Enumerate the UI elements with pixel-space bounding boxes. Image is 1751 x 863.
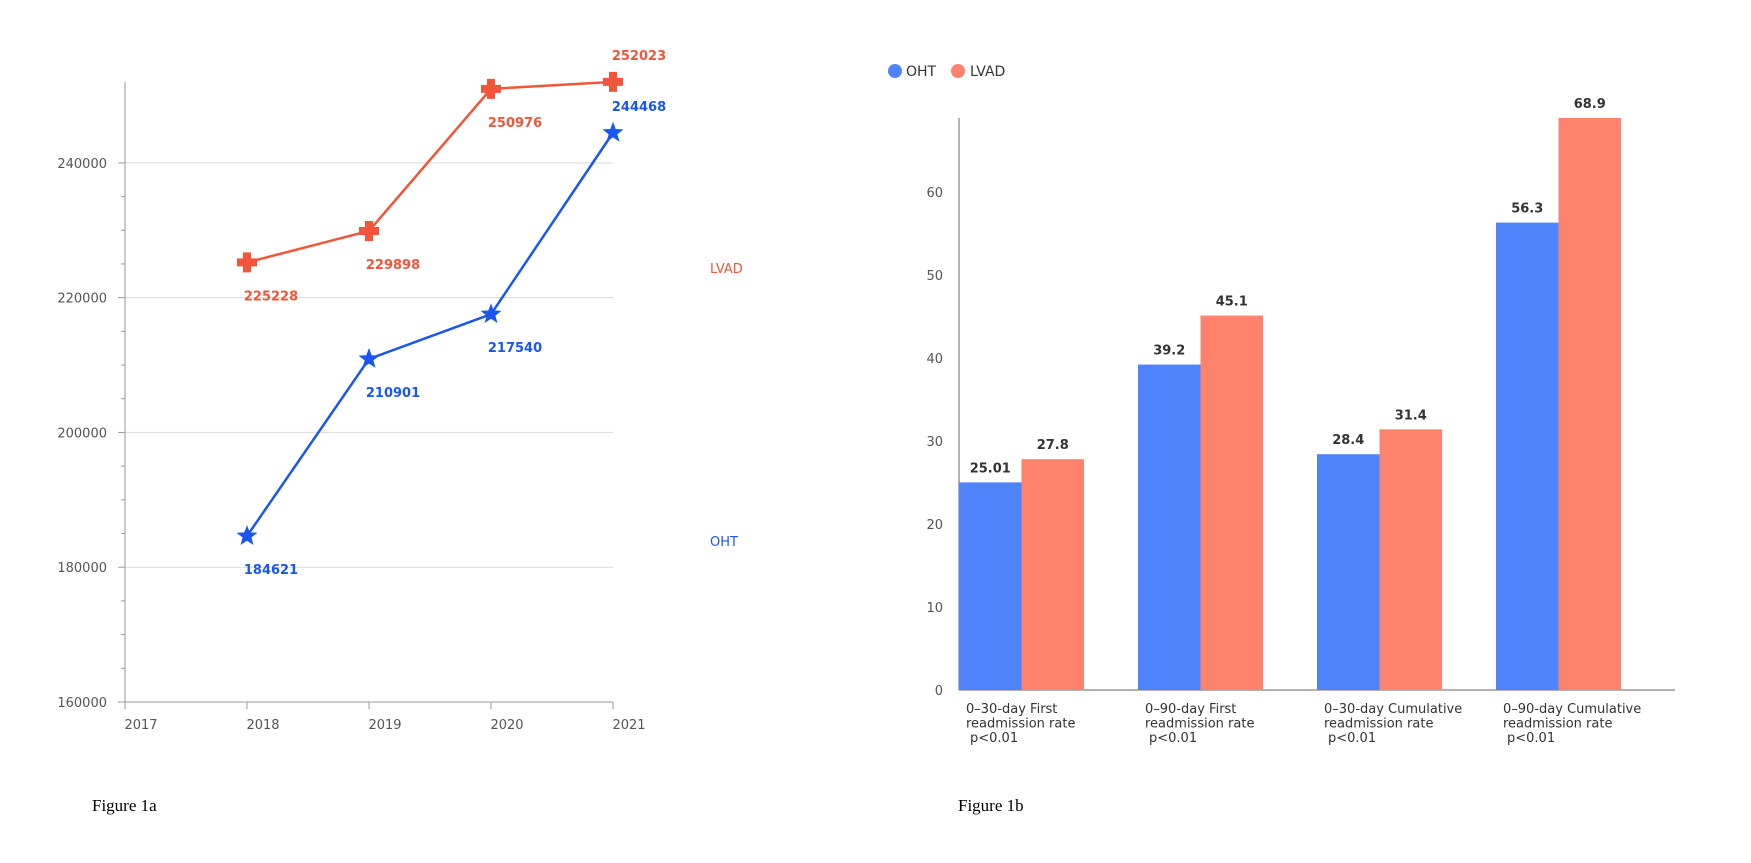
data-label-oht: 244468 (612, 100, 666, 115)
data-label-oht: 210901 (366, 386, 420, 401)
data-point-oht (480, 303, 502, 324)
y-axis-ticks: 0 10 20 30 40 50 60 (926, 186, 943, 699)
legend-label-oht: OHT (906, 64, 937, 80)
x-tick-label: 2017 (124, 718, 157, 733)
x-tick-label: 2021 (612, 718, 645, 733)
category-label: p<0.01 (1507, 731, 1555, 746)
y-tick-label: 240000 (57, 157, 107, 172)
y-tick-label: 10 (926, 601, 943, 616)
x-tick-label: 2020 (490, 718, 523, 733)
bar-lvad (1379, 429, 1442, 690)
bar-value-label: 68.9 (1574, 97, 1606, 112)
category-label: readmission rate (1324, 717, 1433, 732)
category-label: readmission rate (1503, 717, 1612, 732)
data-label-lvad: 252023 (612, 49, 666, 64)
bar-value-label: 56.3 (1511, 202, 1543, 217)
data-point-oht (236, 525, 258, 545)
data-label-lvad: 225228 (244, 289, 298, 304)
y-axis-ticks: 160000 180000 200000 220000 240000 (57, 157, 125, 711)
category-label: 0–30-day Cumulative (1324, 702, 1462, 717)
bar-value-label: 45.1 (1216, 295, 1248, 310)
bar-chart: OHT LVAD 0 10 20 30 40 50 60 25.01 39.2 28.4 56.3… (888, 64, 1675, 746)
bar-lvad (1200, 315, 1263, 690)
y-tick-label: 60 (926, 186, 943, 201)
bars-group: 25.01 39.2 28.4 56.3 27.8 45.1 31.4 68.9 (959, 97, 1621, 691)
data-point-lvad (359, 220, 379, 241)
y-tick-label: 30 (926, 435, 943, 450)
data-label-oht: 184621 (244, 563, 298, 578)
category-label: 0–30-day First (966, 702, 1057, 717)
data-point-lvad (481, 78, 501, 99)
bar-lvad (1558, 118, 1621, 690)
data-label-lvad: 250976 (488, 116, 542, 131)
data-label-lvad: 229898 (366, 258, 420, 273)
series-label-lvad: LVAD (710, 262, 743, 277)
bar-oht (959, 482, 1022, 690)
bar-oht (1496, 222, 1559, 691)
category-label: p<0.01 (1328, 731, 1376, 746)
series-line-lvad (246, 80, 614, 264)
series-group: 225228 229898 250976 252023 184621 210901 2175… (236, 49, 666, 578)
category-label: 0–90-day Cumulative (1503, 702, 1641, 717)
y-tick-label: 20 (926, 518, 943, 533)
y-tick-label: 180000 (57, 561, 107, 576)
x-axis-ticks: 2017 2018 2019 2020 2021 (124, 702, 646, 733)
x-tick-label: 2018 (246, 718, 279, 733)
bar-value-label: 27.8 (1037, 438, 1069, 453)
bar-value-label: 28.4 (1332, 433, 1364, 448)
y-tick-label: 50 (926, 269, 943, 284)
data-label-oht: 217540 (488, 341, 542, 356)
y-tick-label: 200000 (57, 426, 107, 441)
legend: OHT LVAD (888, 64, 1005, 80)
legend-label-lvad: LVAD (970, 64, 1005, 80)
bar-oht (1317, 454, 1380, 690)
figure-1a-caption: Figure 1a (92, 796, 157, 815)
grid-lines (125, 162, 613, 568)
data-point-lvad (603, 71, 623, 92)
category-label: 0–90-day First (1145, 702, 1236, 717)
series-line-oht (245, 132, 615, 537)
data-point-lvad (237, 252, 257, 273)
y-tick-label: 160000 (57, 696, 107, 711)
category-label: readmission rate (1145, 717, 1254, 732)
y-tick-label: 220000 (57, 292, 107, 307)
category-label: p<0.01 (1149, 731, 1197, 746)
series-label-oht: OHT (710, 535, 738, 550)
bar-value-label: 31.4 (1395, 408, 1427, 423)
category-label: p<0.01 (970, 731, 1018, 746)
bar-lvad (1021, 459, 1084, 690)
bar-oht (1138, 364, 1201, 690)
data-point-oht (602, 121, 624, 142)
bar-value-label: 25.01 (970, 461, 1011, 476)
legend-swatch-lvad (951, 64, 965, 78)
category-label: readmission rate (966, 717, 1075, 732)
y-tick-label: 0 (935, 684, 943, 699)
figure-1b-caption: Figure 1b (958, 796, 1024, 815)
x-tick-label: 2019 (368, 718, 401, 733)
y-tick-label: 40 (926, 352, 943, 367)
bar-value-label: 39.2 (1153, 344, 1185, 359)
data-point-oht (358, 348, 380, 368)
legend-swatch-oht (888, 64, 902, 78)
